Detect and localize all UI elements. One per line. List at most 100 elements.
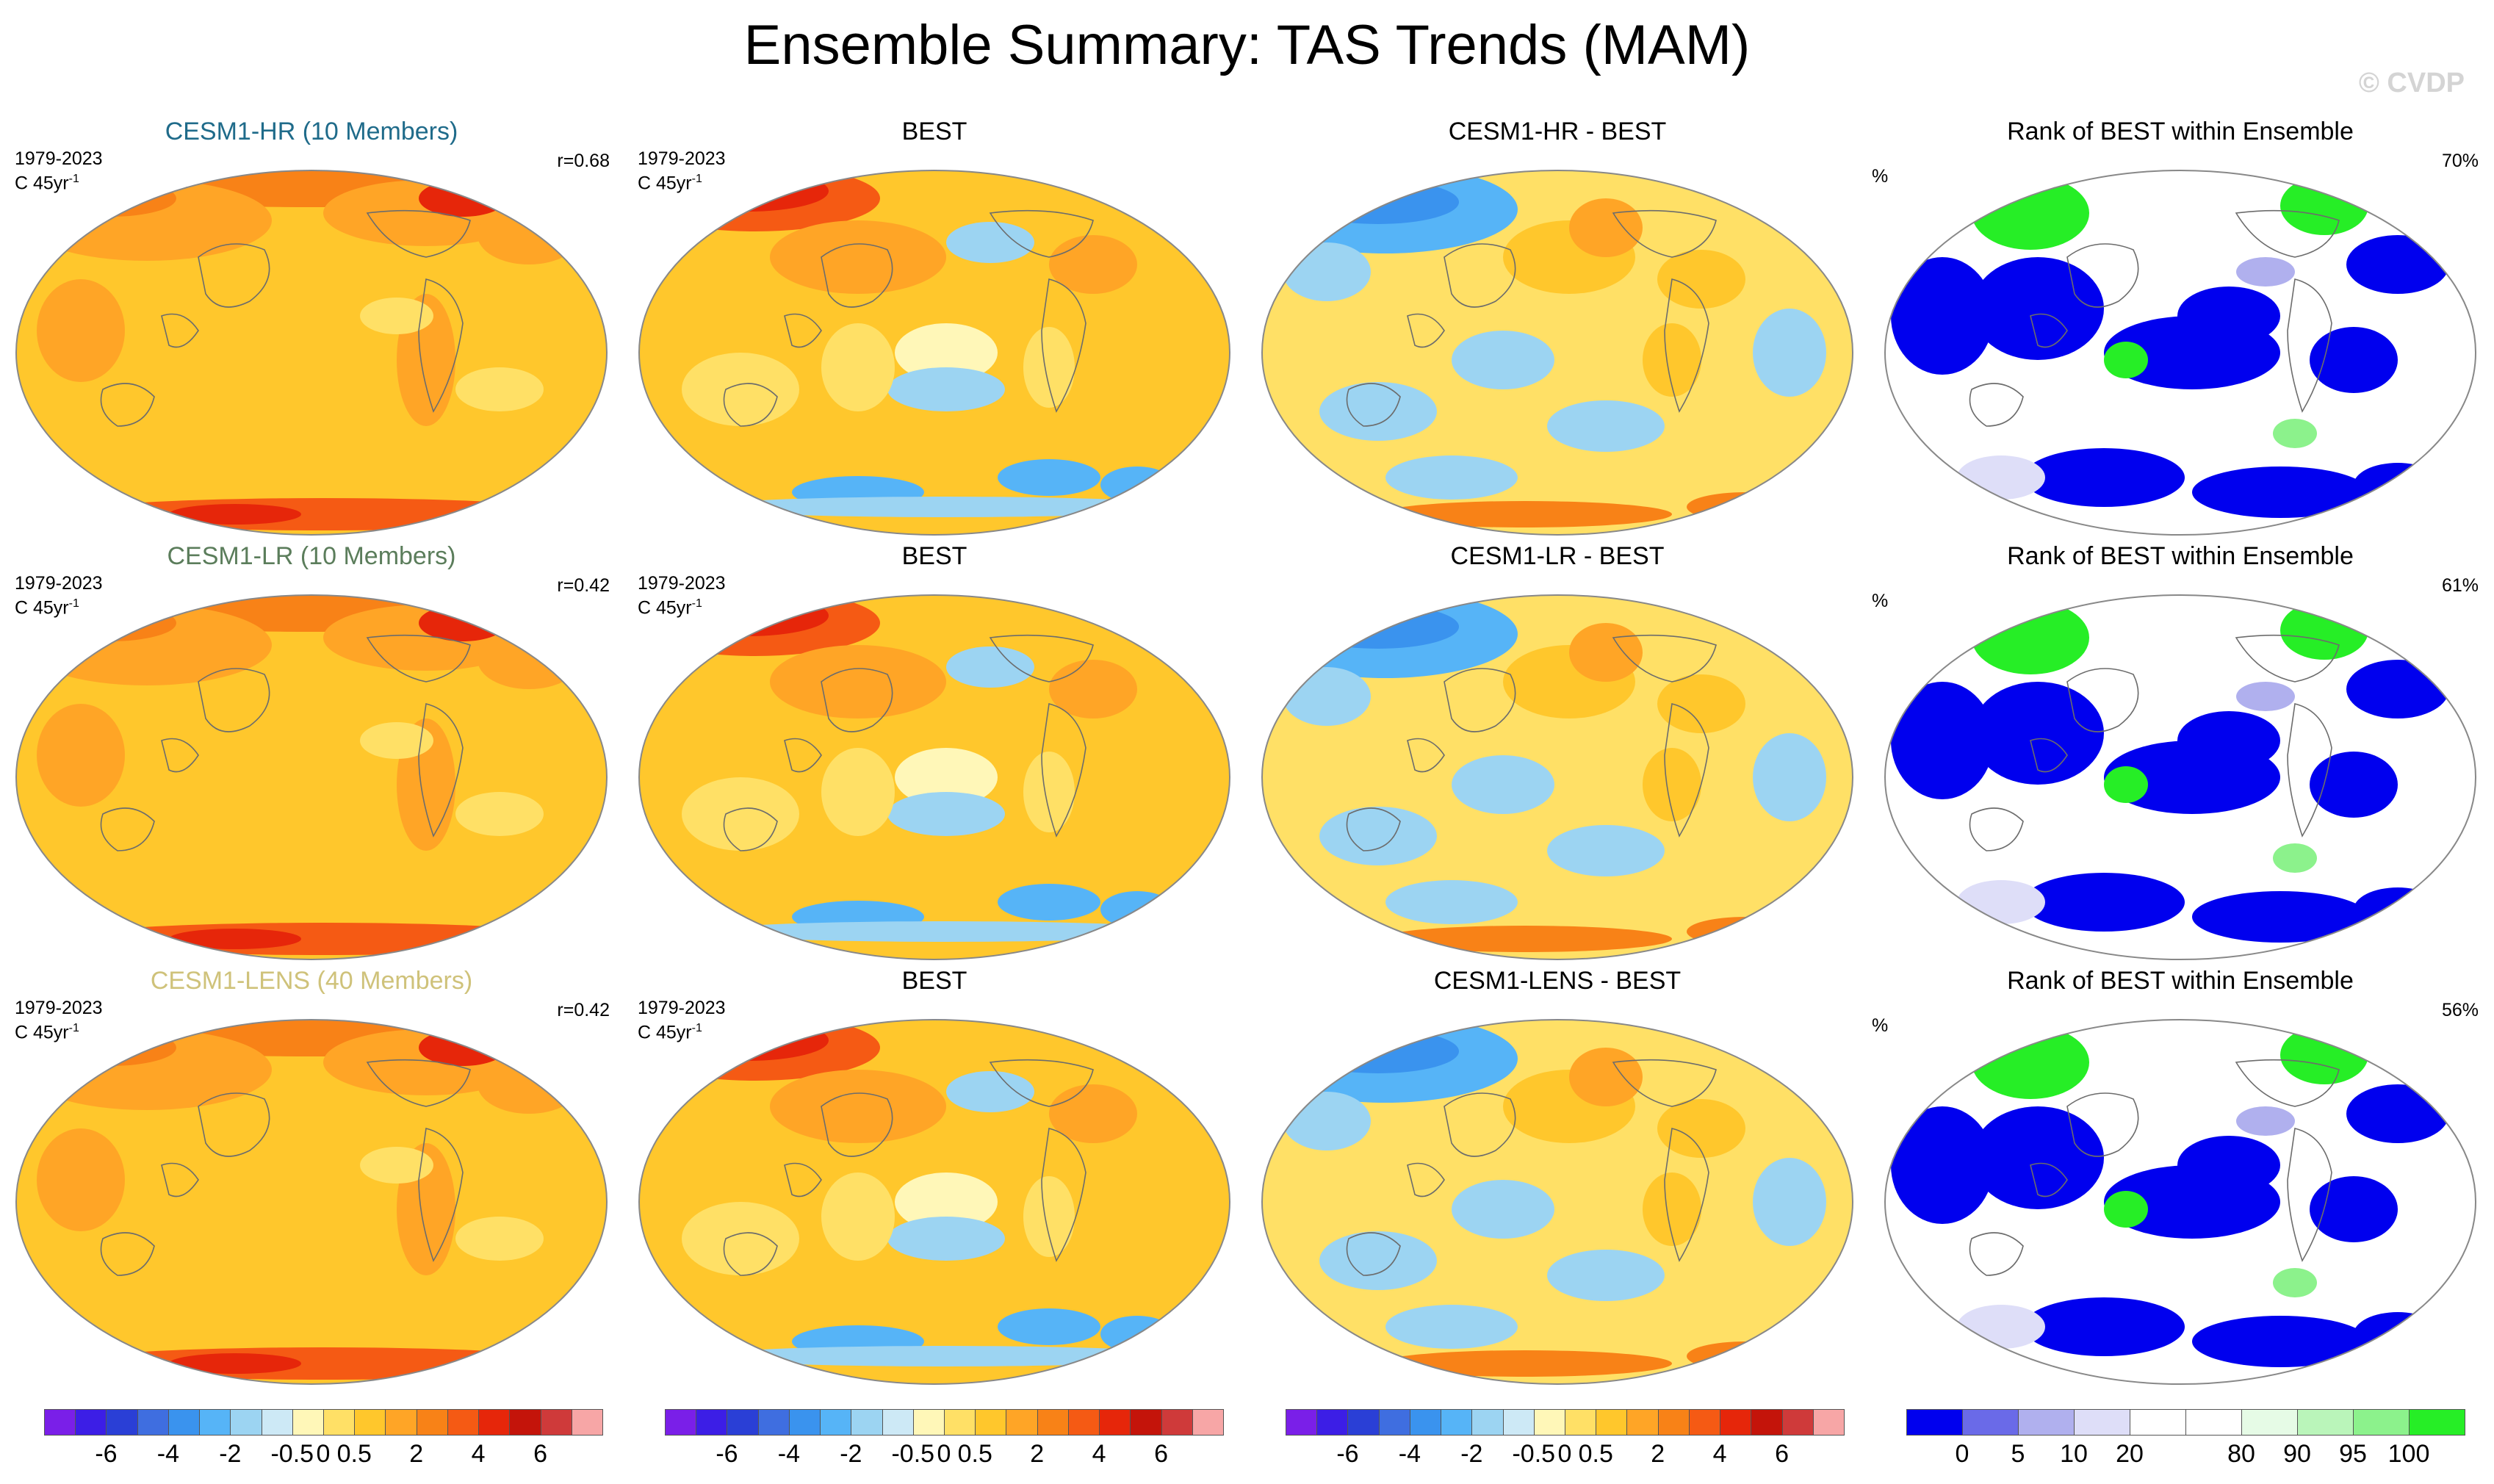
colorbar-swatch — [416, 1409, 448, 1436]
colorbar-swatch — [1471, 1409, 1504, 1436]
field-anomaly — [59, 923, 588, 955]
field-anomaly — [1547, 400, 1665, 452]
units-text: C 45yr — [15, 173, 69, 194]
coastline — [821, 243, 893, 308]
map-obs — [638, 1019, 1231, 1385]
field-anomaly — [1452, 755, 1554, 814]
field-anomaly — [1753, 733, 1826, 821]
map-border — [1884, 170, 2477, 536]
field-anomaly — [44, 180, 176, 217]
coastline — [723, 1232, 778, 1276]
coastline — [366, 634, 471, 682]
field-anomaly — [2273, 843, 2317, 873]
rank-unit: % — [1872, 591, 1889, 611]
field-anomaly — [1891, 257, 1994, 375]
coastline — [1407, 1162, 1445, 1197]
coastline — [821, 1092, 893, 1157]
units-text: C 45yr — [638, 173, 692, 194]
field-anomaly — [1023, 327, 1075, 408]
field-anomaly — [1687, 1341, 1804, 1371]
panel-r1-rank: Rank of BEST within Ensemble% 70% — [1869, 118, 2492, 544]
field-anomaly — [360, 298, 433, 334]
field-anomaly — [169, 504, 301, 525]
field-anomaly — [37, 704, 125, 807]
panel-title: Rank of BEST within Ensemble — [2007, 542, 2354, 570]
colorbar-swatch — [1720, 1409, 1752, 1436]
map-rank — [1884, 1019, 2477, 1385]
colorbar-tick-label: 10 — [2060, 1440, 2088, 1468]
colorbar-swatch — [230, 1409, 262, 1436]
field-anomaly — [998, 459, 1100, 496]
field-anomaly — [2273, 419, 2317, 448]
units-label: C 45yr-1 — [15, 1018, 103, 1042]
field-anomaly — [2192, 891, 2368, 943]
field-anomaly — [1283, 667, 1371, 726]
map-field — [1262, 1020, 1853, 1384]
panel-r3-model: CESM1-LENS (40 Members) 1979-2023 C 45yr-1… — [0, 967, 623, 1393]
field-anomaly — [360, 1147, 433, 1184]
panel-r2-model: CESM1-LR (10 Members) 1979-2023 C 45yr-1 r=… — [0, 542, 623, 968]
units-label: C 45yr-1 — [15, 169, 103, 193]
period-label: 1979-2023 — [638, 148, 726, 169]
field-anomaly — [37, 1128, 125, 1231]
map-model — [15, 170, 608, 536]
map-field — [639, 170, 1230, 535]
coastline — [1612, 209, 1717, 258]
map-field — [1885, 1020, 2476, 1384]
map-obs — [638, 594, 1231, 960]
coastline — [1346, 383, 1401, 427]
map-border — [1884, 1019, 2477, 1385]
colorbar-tick-label: -4 — [777, 1440, 800, 1468]
coastline — [1346, 807, 1401, 851]
field-anomaly — [59, 498, 588, 530]
colorbar-swatch — [2353, 1409, 2410, 1436]
coastline — [1664, 278, 1709, 413]
period-label: 1979-2023 — [638, 573, 726, 594]
colorbar-swatch — [137, 1409, 169, 1436]
field-anomaly — [1378, 1350, 1672, 1377]
field-anomaly — [22, 1029, 272, 1110]
period-label: 1979-2023 — [15, 998, 103, 1018]
panel-r2-diff: CESM1-LR - BEST — [1246, 542, 1869, 968]
panel-title: BEST — [901, 967, 967, 995]
map-model — [15, 1019, 608, 1385]
colorbar-tick-label: 4 — [471, 1440, 486, 1468]
colorbar-tick-label: -0.5 — [270, 1440, 314, 1468]
coastline — [2235, 1059, 2340, 1107]
field-anomaly — [1283, 242, 1371, 301]
colorbar-swatch — [44, 1409, 76, 1436]
field-anomaly — [1385, 1305, 1518, 1349]
field-anomaly — [1319, 1231, 1437, 1290]
field-anomaly — [2104, 766, 2148, 803]
colorbar-swatch — [2130, 1409, 2186, 1436]
field-anomaly — [419, 180, 507, 217]
colorbar-swatch — [1657, 1409, 1690, 1436]
coastline — [1969, 383, 2024, 427]
coastline — [2066, 243, 2139, 308]
map-field — [1885, 170, 2476, 535]
panel-r1-obs: BEST 1979-2023 C 45yr-1 — [623, 118, 1246, 544]
coastline — [1444, 243, 1516, 308]
colorbar-swatch — [540, 1409, 572, 1436]
coastline — [418, 278, 464, 413]
coastline — [2030, 738, 2068, 773]
field-anomaly — [169, 1353, 301, 1374]
field-anomaly — [1753, 309, 1826, 397]
colorbar-swatch — [447, 1409, 480, 1436]
field-anomaly — [1452, 1180, 1554, 1239]
colorbar-tick-label: 0.5 — [1578, 1440, 1613, 1468]
colorbar-swatch — [323, 1409, 356, 1436]
colorbar-swatch — [1347, 1409, 1380, 1436]
colorbar-swatch — [788, 1409, 821, 1436]
map-border — [638, 170, 1231, 536]
colorbar-swatch — [1130, 1409, 1162, 1436]
map-border — [638, 594, 1231, 960]
field-anomaly — [704, 497, 1189, 517]
colorbar-tick-label: 0 — [1557, 1440, 1572, 1468]
field-anomaly — [2354, 887, 2442, 932]
colorbar-tick-label: -4 — [1398, 1440, 1421, 1468]
coastline — [1444, 668, 1516, 732]
map-field — [16, 1020, 607, 1384]
colorbar-swatch — [851, 1409, 883, 1436]
colorbar-swatch — [167, 1409, 201, 1436]
